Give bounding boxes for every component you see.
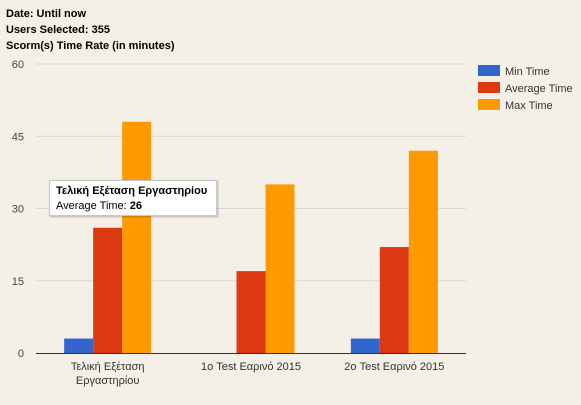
x-tick-label: 2ο Test Εαρινό 2015: [344, 361, 444, 373]
y-tick-label: 15: [12, 276, 24, 288]
x-tick-label: Εργαστηρίου: [76, 375, 140, 387]
bar: [379, 247, 409, 353]
y-tick-label: 45: [12, 131, 24, 143]
legend-swatch: [478, 65, 500, 76]
users-selected-label: Users Selected: 355: [6, 24, 110, 36]
bar: [122, 121, 152, 353]
y-axis-labels: 0 15 30 45 60: [12, 59, 24, 360]
bar: [64, 338, 94, 353]
bar: [93, 227, 123, 353]
x-tick-label: 1ο Test Εαρινό 2015: [201, 361, 301, 373]
y-tick-label: 0: [18, 348, 24, 360]
bar: [350, 338, 380, 353]
bar: [236, 271, 266, 353]
bar: [408, 150, 438, 353]
legend-label: Max Time: [505, 100, 553, 112]
legend-label: Average Time: [505, 83, 573, 95]
x-tick-label: Τελική Εξέταση: [71, 361, 145, 373]
legend-swatch: [478, 99, 500, 110]
chart-header: Date: Until now Users Selected: 355 Scor…: [6, 6, 175, 54]
tooltip-label: Average Time:: [56, 200, 127, 212]
x-axis-labels: Τελική Εξέταση Εργαστηρίου 1ο Test Εαρινό …: [71, 361, 445, 387]
legend-label: Min Time: [505, 66, 550, 78]
legend-swatch: [478, 82, 500, 93]
y-tick-label: 30: [12, 204, 24, 216]
time-rate-label: Scorm(s) Time Rate (in minutes): [6, 40, 175, 52]
bars: [64, 121, 438, 353]
legend: Min Time Average Time Max Time: [478, 65, 573, 112]
tooltip-title: Τελική Εξέταση Εργαστηρίου: [56, 185, 208, 197]
bar-tooltip: Τελική Εξέταση Εργαστηρίου Average Time:…: [49, 180, 217, 216]
date-label: Date: Until now: [6, 8, 87, 20]
y-tick-label: 60: [12, 59, 24, 71]
tooltip-value: 26: [129, 200, 143, 212]
bar: [265, 184, 295, 353]
